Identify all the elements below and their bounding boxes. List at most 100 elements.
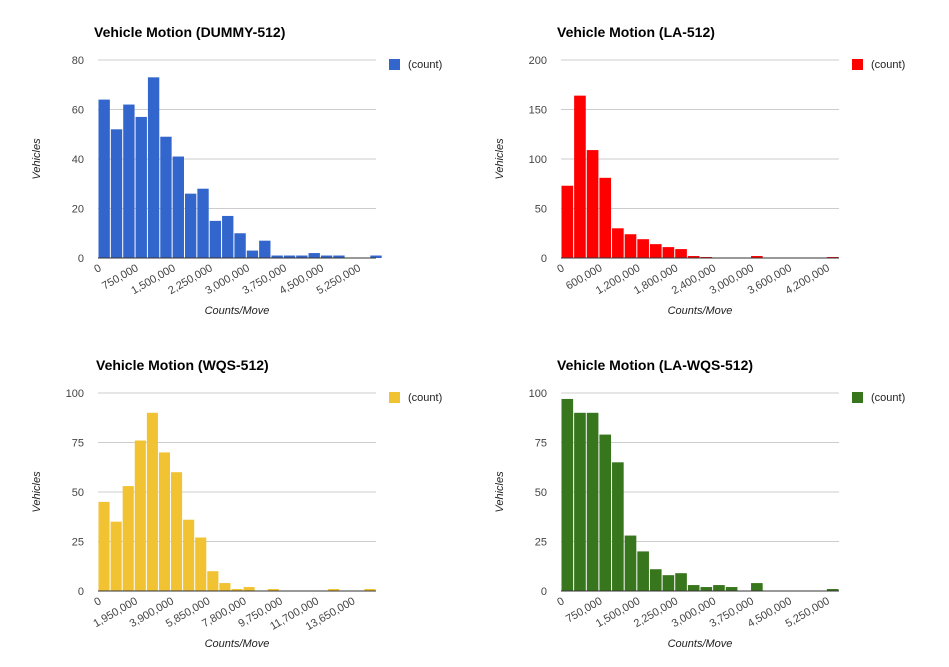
y-tick-labels: 0 25 50 75 100 xyxy=(529,388,547,598)
chart-panel-wqs-512: Vehicle Motion (WQS-512) 0 25 50 75 100 0 1,9… xyxy=(0,333,474,666)
chart-title: Vehicle Motion (WQS-512) xyxy=(96,357,269,373)
histogram-bar xyxy=(308,253,320,258)
histogram-bar xyxy=(246,250,259,258)
y-tick-label: 100 xyxy=(529,154,547,166)
histogram-bar xyxy=(700,587,713,591)
legend-label: (count) xyxy=(408,59,442,71)
y-tick-label: 100 xyxy=(66,388,84,400)
histogram-bar xyxy=(222,215,234,258)
x-tick-label: 0 xyxy=(92,262,103,275)
y-tick-label: 60 xyxy=(72,105,84,117)
legend-label: (count) xyxy=(408,392,442,404)
legend: (count) xyxy=(389,392,442,404)
histogram-bar xyxy=(586,150,599,258)
histogram-bar xyxy=(146,412,158,591)
histogram-bar xyxy=(649,569,662,591)
chart-svg: Vehicle Motion (LA-512) 0 50 100 150 200 060… xyxy=(494,24,905,317)
histogram-bar xyxy=(183,519,195,591)
chart-panel-dummy-512: Vehicle Motion (DUMMY-512) 0 20 40 60 80 0 75… xyxy=(0,0,474,333)
histogram-bar xyxy=(725,587,738,591)
y-tick-labels: 0 25 50 75 100 xyxy=(66,388,84,598)
histogram-bar xyxy=(612,462,624,591)
legend-label: (count) xyxy=(871,392,905,404)
histogram-bar xyxy=(637,239,649,258)
chart-svg: Vehicle Motion (DUMMY-512) 0 20 40 60 80 075… xyxy=(31,24,442,317)
x-tick-labels: 0750,0001,500,0002,250,0003,000,0003,750… xyxy=(92,262,363,297)
histogram-bar xyxy=(574,95,586,258)
histogram-bar xyxy=(209,220,222,258)
x-tick-label: 0 xyxy=(555,262,566,275)
histogram-bar xyxy=(171,472,183,591)
y-tick-label: 75 xyxy=(72,438,84,450)
bars xyxy=(561,95,839,258)
x-tick-labels: 0600,0001,200,0001,800,0002,400,0003,000… xyxy=(555,262,832,297)
bars xyxy=(98,77,382,258)
legend-swatch xyxy=(389,392,400,403)
histogram-bar xyxy=(751,583,763,591)
x-tick-label: 0 xyxy=(555,595,566,608)
histogram-bar xyxy=(675,249,687,258)
histogram-bar xyxy=(207,571,219,591)
histogram-bar xyxy=(160,136,172,258)
x-axis-label: Counts/Move xyxy=(205,305,270,317)
chart-panel-la-wqs-512: Vehicle Motion (LA-WQS-512) 0 25 50 75 100 0… xyxy=(463,333,937,666)
chart-title: Vehicle Motion (DUMMY-512) xyxy=(94,24,285,40)
histogram-bar xyxy=(612,228,624,258)
x-tick-labels: 0750,0001,500,0002,250,0003,000,0003,750… xyxy=(555,595,832,630)
y-tick-label: 150 xyxy=(529,105,547,117)
histogram-bar xyxy=(122,486,134,591)
y-tick-label: 100 xyxy=(529,388,547,400)
histogram-bar xyxy=(328,589,340,591)
histogram-bar xyxy=(259,240,271,258)
y-tick-label: 50 xyxy=(535,487,547,499)
histogram-bar xyxy=(110,521,122,591)
histogram-bar xyxy=(574,412,586,591)
histogram-bar xyxy=(662,247,675,258)
histogram-bar xyxy=(243,587,255,591)
histogram-bar xyxy=(158,452,171,591)
histogram-bar xyxy=(624,535,637,591)
histogram-bar xyxy=(98,99,110,258)
histogram-bar xyxy=(364,589,376,591)
histogram-bar xyxy=(561,398,574,591)
histogram-bar xyxy=(370,255,382,258)
histogram-bar xyxy=(197,188,209,258)
x-tick-label: 0 xyxy=(92,595,103,608)
chart-svg: Vehicle Motion (WQS-512) 0 25 50 75 100 01,9… xyxy=(31,357,442,650)
y-tick-label: 20 xyxy=(72,204,84,216)
histogram-bar xyxy=(184,193,197,258)
y-axis-label: Vehicles xyxy=(31,471,43,513)
legend-label: (count) xyxy=(871,59,905,71)
histogram-bar xyxy=(219,583,231,591)
legend: (count) xyxy=(389,59,442,71)
y-axis-label: Vehicles xyxy=(31,138,43,180)
y-tick-label: 200 xyxy=(529,55,547,67)
histogram-bar xyxy=(110,129,123,258)
y-tick-label: 0 xyxy=(541,586,547,598)
histogram-bar xyxy=(172,156,184,258)
bars xyxy=(561,398,839,591)
y-tick-label: 50 xyxy=(72,487,84,499)
chart-panel-la-512: Vehicle Motion (LA-512) 0 50 100 150 200 0 60… xyxy=(463,0,937,333)
histogram-bar xyxy=(195,537,207,591)
y-tick-label: 50 xyxy=(535,204,547,216)
histogram-bar xyxy=(135,116,147,258)
x-axis-label: Counts/Move xyxy=(668,638,733,650)
histogram-bar xyxy=(662,575,675,591)
y-tick-label: 0 xyxy=(78,586,84,598)
histogram-bar xyxy=(687,256,700,258)
histogram-bar xyxy=(826,589,839,591)
histogram-bar xyxy=(123,104,135,258)
histogram-bar xyxy=(675,573,687,591)
histogram-bar xyxy=(586,412,599,591)
y-tick-labels: 0 20 40 60 80 xyxy=(72,55,84,265)
bars xyxy=(98,412,376,591)
histogram-bar xyxy=(271,255,283,258)
histogram-bar xyxy=(267,589,279,591)
legend: (count) xyxy=(852,59,905,71)
y-axis-label: Vehicles xyxy=(494,471,506,513)
histogram-bar xyxy=(751,256,763,258)
histogram-bar xyxy=(296,255,308,258)
histogram-bar xyxy=(713,585,725,591)
y-tick-label: 25 xyxy=(72,537,84,549)
